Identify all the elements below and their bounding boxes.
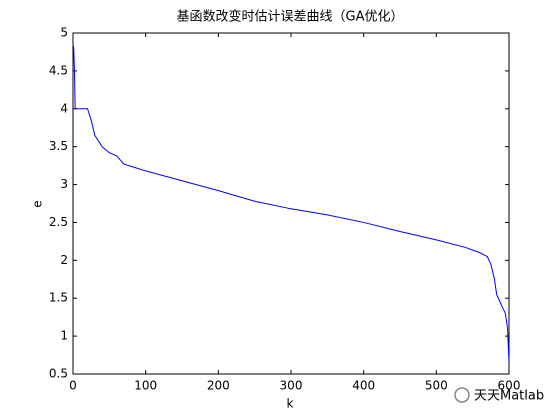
y-tick-label: 1.5: [49, 291, 68, 305]
y-tick-label: 5: [60, 26, 68, 40]
x-tick-label: 300: [280, 379, 303, 393]
x-tick-label: 0: [69, 379, 77, 393]
y-tick-label: 2.5: [49, 215, 68, 229]
x-tick-label: 500: [425, 379, 448, 393]
y-tick-label: 0.5: [49, 367, 68, 381]
watermark-group: 天天Matlab: [454, 387, 544, 404]
data-line: [72, 44, 510, 363]
y-tick-label: 1: [60, 329, 68, 343]
chart-title: 基函数改变时估计误差曲线（GA优化）: [177, 9, 404, 25]
x-tick-label: 600: [498, 379, 521, 393]
x-tick-label: 400: [352, 379, 375, 393]
x-axis-label: k: [287, 397, 294, 411]
y-tick-label: 3.5: [49, 139, 68, 153]
y-tick-label: 2: [60, 253, 68, 267]
watermark: 天天Matlab: [474, 389, 544, 404]
x-tick-label: 200: [207, 379, 230, 393]
y-tick-label: 3: [60, 177, 68, 191]
x-tick-label: 100: [134, 379, 157, 393]
watermark-icon: [454, 387, 470, 403]
y-axis-label: e: [31, 200, 45, 207]
y-tick-label: 4: [60, 101, 68, 115]
y-tick-label: 4.5: [49, 63, 68, 77]
